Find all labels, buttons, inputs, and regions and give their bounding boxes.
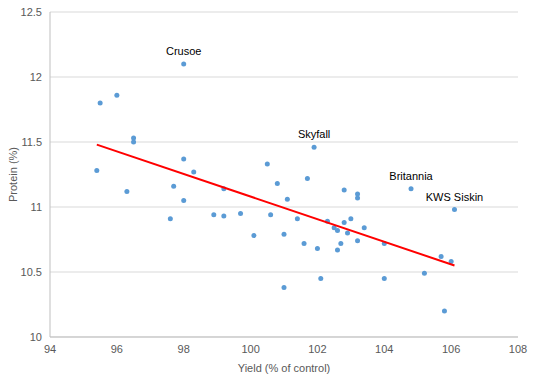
svg-text:12.5: 12.5: [21, 6, 42, 18]
svg-text:104: 104: [375, 343, 393, 355]
svg-text:98: 98: [178, 343, 190, 355]
svg-text:108: 108: [509, 343, 525, 355]
svg-text:10: 10: [30, 331, 42, 343]
svg-text:KWS Siskin: KWS Siskin: [426, 191, 483, 203]
svg-text:Protein (%): Protein (%): [8, 147, 19, 202]
svg-text:94: 94: [44, 343, 56, 355]
svg-text:Skyfall: Skyfall: [298, 128, 330, 140]
svg-text:Britannia: Britannia: [389, 170, 433, 182]
svg-text:11: 11: [31, 201, 42, 213]
svg-text:10.5: 10.5: [21, 266, 42, 278]
svg-text:Crusoe: Crusoe: [166, 45, 201, 57]
svg-text:102: 102: [308, 343, 326, 355]
svg-text:96: 96: [111, 343, 123, 355]
svg-text:100: 100: [241, 343, 259, 355]
svg-text:11.5: 11.5: [21, 136, 42, 148]
svg-text:106: 106: [442, 343, 460, 355]
svg-text:Yield (% of control): Yield (% of control): [238, 362, 331, 374]
svg-text:12: 12: [30, 71, 42, 83]
